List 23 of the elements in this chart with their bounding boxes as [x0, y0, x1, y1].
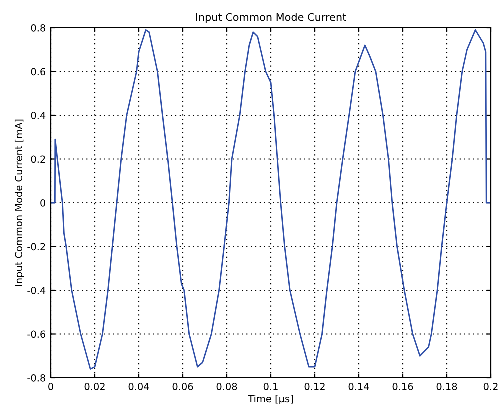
x-tick-label: 0: [48, 383, 54, 390]
x-tick-label: 0.06: [172, 383, 194, 390]
x-tick-label: 0.14: [348, 383, 370, 390]
x-tick-label: 0.1: [264, 383, 278, 390]
y-tick-label: 0.2: [31, 156, 46, 164]
x-tick-label: 0.16: [392, 383, 414, 390]
x-tick-label: 0.02: [84, 383, 105, 390]
x-tick-label: 0.12: [304, 383, 325, 390]
y-axis-title: Input Common Mode Current [mA]: [14, 120, 24, 286]
y-tick-label: 0.4: [31, 112, 46, 120]
x-axis-title: Time [µs]: [248, 395, 294, 404]
y-tick-label: -0.8: [28, 374, 46, 382]
chart-title: Input Common Mode Current: [196, 13, 346, 24]
y-tick-label: -0.4: [28, 286, 46, 294]
y-tick-label: -0.2: [28, 243, 46, 251]
x-tick-label: 0.08: [216, 383, 238, 390]
x-tick-label: 0.18: [436, 383, 458, 390]
y-tick-label: 0.8: [31, 24, 46, 32]
y-tick-label: -0.6: [28, 330, 46, 338]
x-tick-label: 0.04: [128, 383, 150, 390]
x-tick-label: 0.2: [484, 383, 498, 390]
y-tick-label: 0.6: [31, 68, 46, 76]
y-tick-label: 0: [40, 199, 46, 207]
